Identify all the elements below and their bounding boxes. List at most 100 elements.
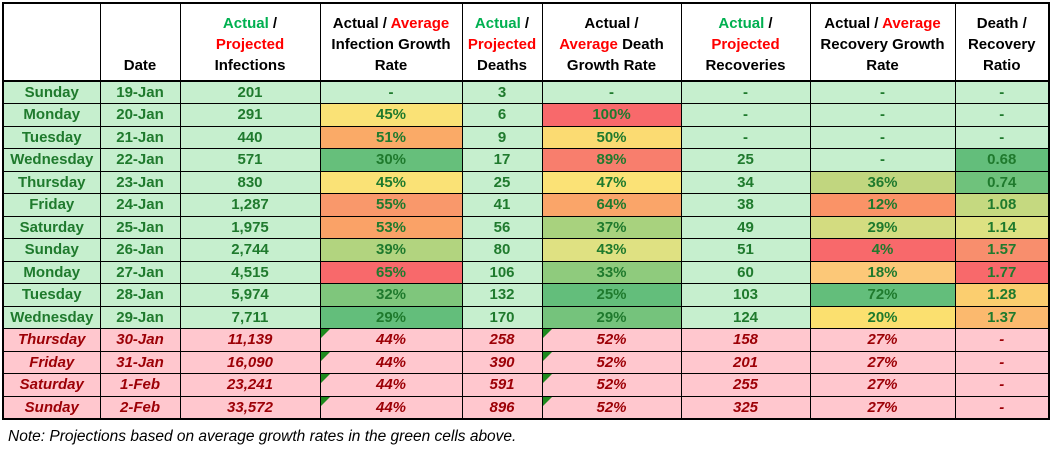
cell-recoveries[interactable]: 201 xyxy=(680,350,811,374)
cell-day[interactable]: Sunday xyxy=(2,238,101,262)
cell-date[interactable]: 28-Jan xyxy=(99,283,181,307)
cell-recovery-growth-rate[interactable]: - xyxy=(809,103,956,127)
cell-date[interactable]: 2-Feb xyxy=(99,395,181,419)
cell-death-growth-rate[interactable]: 50% xyxy=(541,125,682,149)
cell-infections[interactable]: 1,975 xyxy=(179,215,321,239)
cell-recovery-growth-rate[interactable]: 36% xyxy=(809,170,956,194)
cell-deaths[interactable]: 170 xyxy=(461,305,543,329)
cell-deaths[interactable]: 80 xyxy=(461,238,543,262)
column-header-recovery-growth-rate[interactable]: Actual / Average Recovery Growth Rate xyxy=(809,2,956,82)
cell-infection-growth-rate[interactable]: 39% xyxy=(319,238,463,262)
cell-day[interactable]: Tuesday xyxy=(2,283,101,307)
cell-recoveries[interactable]: - xyxy=(680,125,811,149)
column-header-death-recovery-ratio[interactable]: Death / Recovery Ratio xyxy=(954,2,1050,82)
column-header-day[interactable] xyxy=(2,2,101,82)
cell-deaths[interactable]: 56 xyxy=(461,215,543,239)
cell-day[interactable]: Wednesday xyxy=(2,305,101,329)
cell-day[interactable]: Saturday xyxy=(2,373,101,397)
cell-infection-growth-rate[interactable]: 65% xyxy=(319,260,463,284)
cell-recovery-growth-rate[interactable]: 18% xyxy=(809,260,956,284)
cell-date[interactable]: 29-Jan xyxy=(99,305,181,329)
cell-date[interactable]: 26-Jan xyxy=(99,238,181,262)
cell-death-growth-rate[interactable]: 52% xyxy=(541,373,682,397)
cell-death-recovery-ratio[interactable]: 1.77 xyxy=(954,260,1050,284)
cell-recoveries[interactable]: 38 xyxy=(680,193,811,217)
cell-deaths[interactable]: 9 xyxy=(461,125,543,149)
cell-deaths[interactable]: 591 xyxy=(461,373,543,397)
cell-recovery-growth-rate[interactable]: 27% xyxy=(809,350,956,374)
cell-infections[interactable]: 571 xyxy=(179,148,321,172)
cell-death-growth-rate[interactable]: 29% xyxy=(541,305,682,329)
cell-date[interactable]: 20-Jan xyxy=(99,103,181,127)
cell-deaths[interactable]: 390 xyxy=(461,350,543,374)
cell-recoveries[interactable]: 60 xyxy=(680,260,811,284)
cell-day[interactable]: Friday xyxy=(2,350,101,374)
cell-death-recovery-ratio[interactable]: 1.57 xyxy=(954,238,1050,262)
cell-day[interactable]: Sunday xyxy=(2,395,101,419)
cell-recoveries[interactable]: 158 xyxy=(680,328,811,352)
cell-day[interactable]: Monday xyxy=(2,260,101,284)
cell-infections[interactable]: 4,515 xyxy=(179,260,321,284)
cell-recoveries[interactable]: 103 xyxy=(680,283,811,307)
cell-recoveries[interactable]: 34 xyxy=(680,170,811,194)
cell-date[interactable]: 23-Jan xyxy=(99,170,181,194)
cell-deaths[interactable]: 106 xyxy=(461,260,543,284)
cell-recovery-growth-rate[interactable]: 27% xyxy=(809,328,956,352)
cell-infections[interactable]: 2,744 xyxy=(179,238,321,262)
cell-infections[interactable]: 11,139 xyxy=(179,328,321,352)
cell-day[interactable]: Sunday xyxy=(2,80,101,104)
cell-death-recovery-ratio[interactable]: 0.68 xyxy=(954,148,1050,172)
cell-infection-growth-rate[interactable]: 30% xyxy=(319,148,463,172)
cell-death-growth-rate[interactable]: 52% xyxy=(541,350,682,374)
cell-day[interactable]: Monday xyxy=(2,103,101,127)
cell-death-recovery-ratio[interactable]: 1.08 xyxy=(954,193,1050,217)
cell-date[interactable]: 24-Jan xyxy=(99,193,181,217)
cell-day[interactable]: Thursday xyxy=(2,328,101,352)
cell-day[interactable]: Tuesday xyxy=(2,125,101,149)
cell-infections[interactable]: 440 xyxy=(179,125,321,149)
cell-recovery-growth-rate[interactable]: 20% xyxy=(809,305,956,329)
cell-infection-growth-rate[interactable]: 44% xyxy=(319,373,463,397)
cell-death-growth-rate[interactable]: 89% xyxy=(541,148,682,172)
cell-recovery-growth-rate[interactable]: 12% xyxy=(809,193,956,217)
cell-recoveries[interactable]: 25 xyxy=(680,148,811,172)
cell-infection-growth-rate[interactable]: 55% xyxy=(319,193,463,217)
cell-recovery-growth-rate[interactable]: - xyxy=(809,148,956,172)
cell-deaths[interactable]: 3 xyxy=(461,80,543,104)
cell-death-recovery-ratio[interactable]: 0.74 xyxy=(954,170,1050,194)
cell-recoveries[interactable]: 124 xyxy=(680,305,811,329)
cell-infections[interactable]: 291 xyxy=(179,103,321,127)
cell-death-recovery-ratio[interactable]: 1.28 xyxy=(954,283,1050,307)
cell-recovery-growth-rate[interactable]: - xyxy=(809,125,956,149)
cell-death-growth-rate[interactable]: 52% xyxy=(541,395,682,419)
cell-infection-growth-rate[interactable]: 45% xyxy=(319,170,463,194)
column-header-recoveries[interactable]: Actual / Projected Recoveries xyxy=(680,2,811,82)
cell-infection-growth-rate[interactable]: - xyxy=(319,80,463,104)
cell-death-recovery-ratio[interactable]: - xyxy=(954,103,1050,127)
cell-death-recovery-ratio[interactable]: - xyxy=(954,328,1050,352)
cell-infections[interactable]: 7,711 xyxy=(179,305,321,329)
cell-recovery-growth-rate[interactable]: 27% xyxy=(809,395,956,419)
cell-death-growth-rate[interactable]: 37% xyxy=(541,215,682,239)
cell-recovery-growth-rate[interactable]: 72% xyxy=(809,283,956,307)
cell-infections[interactable]: 1,287 xyxy=(179,193,321,217)
cell-recovery-growth-rate[interactable]: - xyxy=(809,80,956,104)
cell-infections[interactable]: 16,090 xyxy=(179,350,321,374)
cell-death-growth-rate[interactable]: 52% xyxy=(541,328,682,352)
cell-deaths[interactable]: 41 xyxy=(461,193,543,217)
cell-recovery-growth-rate[interactable]: 4% xyxy=(809,238,956,262)
cell-recoveries[interactable]: - xyxy=(680,103,811,127)
cell-death-growth-rate[interactable]: 33% xyxy=(541,260,682,284)
cell-death-recovery-ratio[interactable]: 1.37 xyxy=(954,305,1050,329)
cell-recovery-growth-rate[interactable]: 29% xyxy=(809,215,956,239)
cell-recovery-growth-rate[interactable]: 27% xyxy=(809,373,956,397)
cell-death-growth-rate[interactable]: - xyxy=(541,80,682,104)
cell-infection-growth-rate[interactable]: 53% xyxy=(319,215,463,239)
cell-deaths[interactable]: 25 xyxy=(461,170,543,194)
cell-death-growth-rate[interactable]: 47% xyxy=(541,170,682,194)
cell-deaths[interactable]: 6 xyxy=(461,103,543,127)
column-header-deaths[interactable]: Actual / Projected Deaths xyxy=(461,2,543,82)
cell-day[interactable]: Saturday xyxy=(2,215,101,239)
cell-death-recovery-ratio[interactable]: - xyxy=(954,80,1050,104)
cell-date[interactable]: 30-Jan xyxy=(99,328,181,352)
